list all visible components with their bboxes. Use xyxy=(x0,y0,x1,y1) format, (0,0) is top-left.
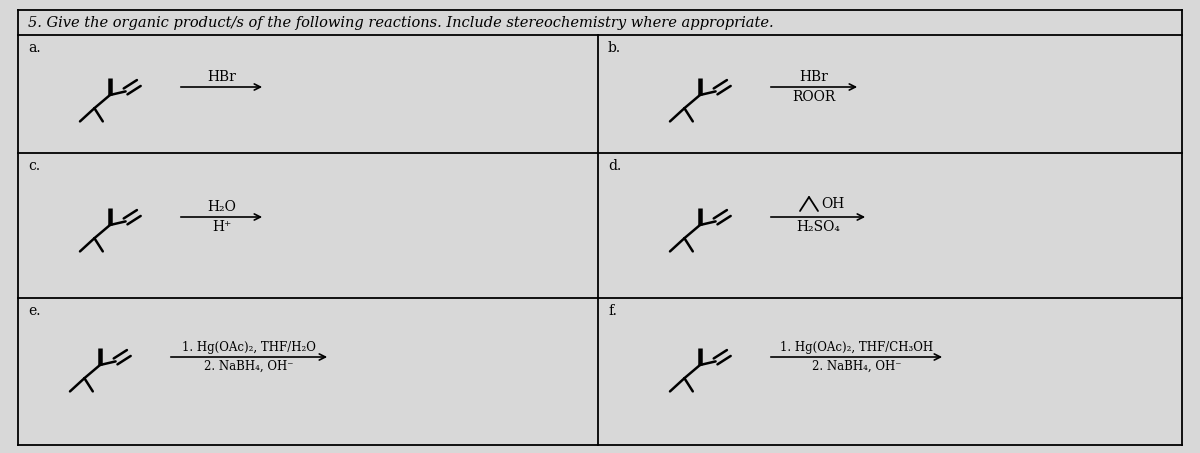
Text: a.: a. xyxy=(28,41,41,55)
Text: c.: c. xyxy=(28,159,40,173)
Text: HBr: HBr xyxy=(208,70,236,84)
Text: f.: f. xyxy=(608,304,617,318)
Text: 1. Hg(OAc)₂, THF/CH₃OH: 1. Hg(OAc)₂, THF/CH₃OH xyxy=(780,341,934,354)
Text: e.: e. xyxy=(28,304,41,318)
Text: 1. Hg(OAc)₂, THF/H₂O: 1. Hg(OAc)₂, THF/H₂O xyxy=(182,341,316,354)
Text: HBr: HBr xyxy=(799,70,828,84)
Text: b.: b. xyxy=(608,41,622,55)
Text: 2. NaBH₄, OH⁻: 2. NaBH₄, OH⁻ xyxy=(204,360,294,373)
Text: 5. Give the organic product/s of the following reactions. Include stereochemistr: 5. Give the organic product/s of the fol… xyxy=(28,15,774,29)
Text: d.: d. xyxy=(608,159,622,173)
Text: H₂O: H₂O xyxy=(208,200,236,214)
Text: OH: OH xyxy=(821,197,845,211)
Text: H₂SO₄: H₂SO₄ xyxy=(796,220,840,234)
Text: 2. NaBH₄, OH⁻: 2. NaBH₄, OH⁻ xyxy=(811,360,901,373)
Text: ROOR: ROOR xyxy=(792,90,835,104)
Text: H⁺: H⁺ xyxy=(212,220,232,234)
